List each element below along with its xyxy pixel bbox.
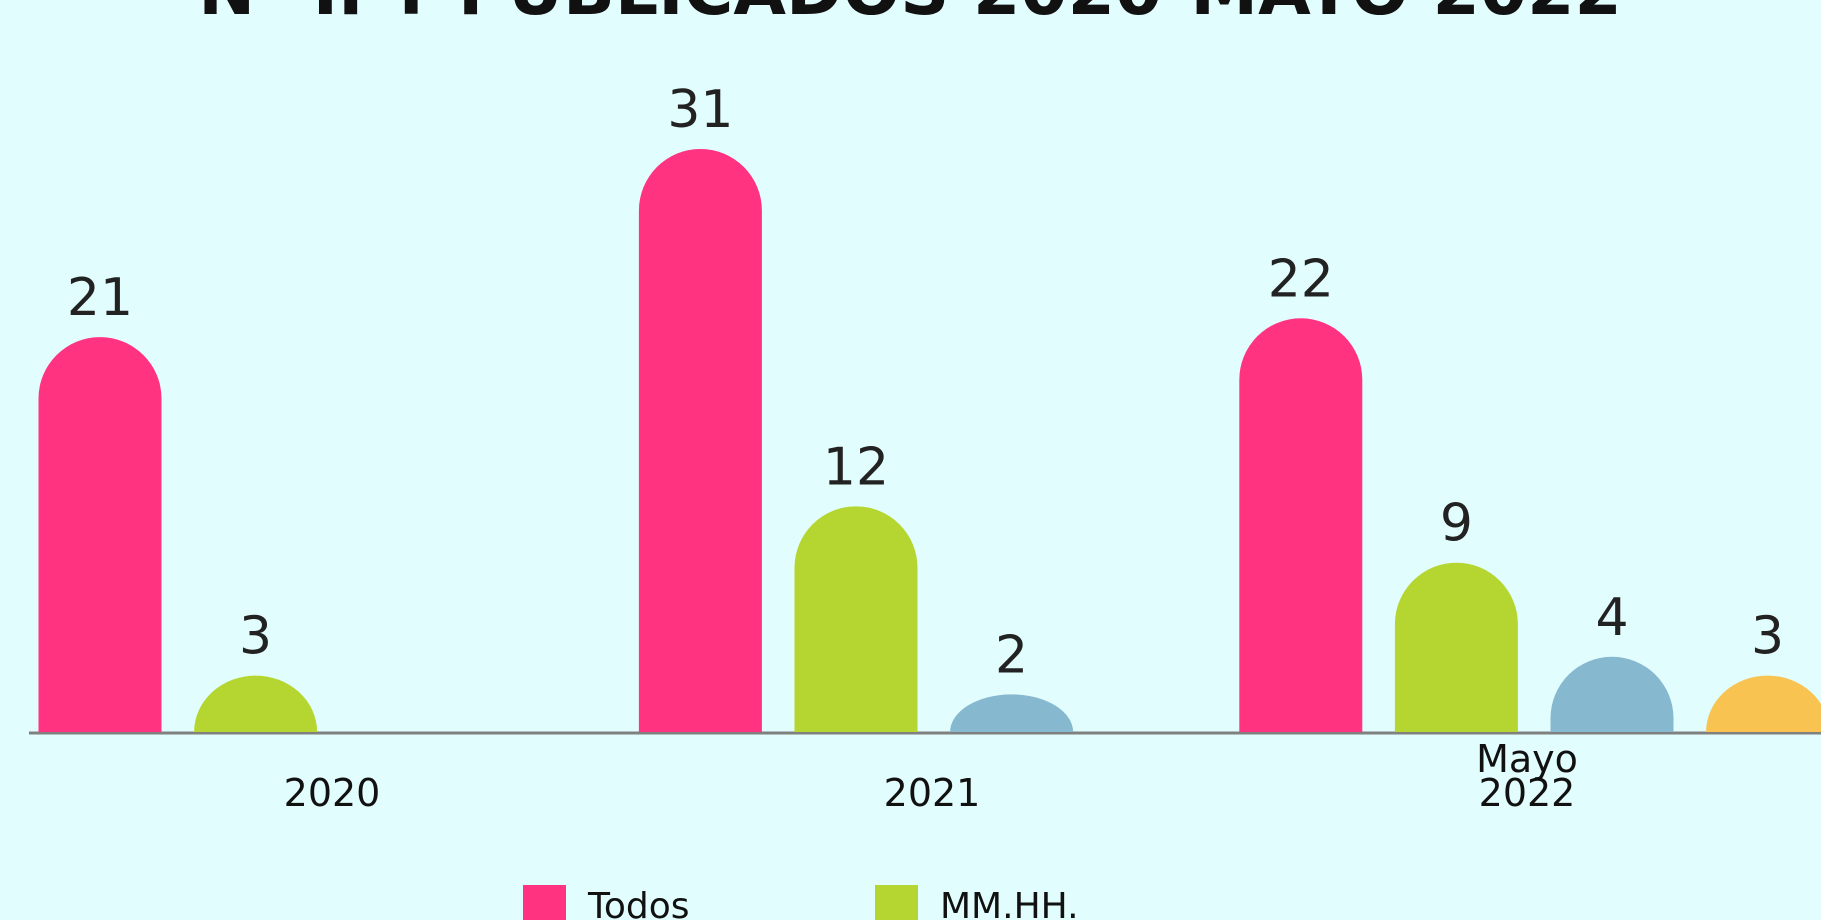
bar <box>194 675 318 732</box>
x-tick-label: 2020 <box>283 771 381 815</box>
data-label: 31 <box>667 80 733 140</box>
bar <box>1394 562 1518 732</box>
bar <box>1550 656 1674 732</box>
bar <box>794 506 918 732</box>
data-label: 4 <box>1595 588 1628 648</box>
x-tick-label: Mayo 2022 <box>1476 737 1578 815</box>
data-label: 3 <box>239 607 272 667</box>
data-label: 21 <box>67 268 133 328</box>
bar <box>38 337 162 732</box>
data-label: 2 <box>995 625 1028 685</box>
bar <box>1706 675 1821 732</box>
data-label: 3 <box>1751 607 1784 667</box>
legend-swatch <box>523 885 566 920</box>
bar <box>1239 318 1363 732</box>
x-tick-label: 2021 <box>883 771 981 815</box>
data-label: 12 <box>823 437 889 497</box>
data-label: 9 <box>1440 494 1473 554</box>
data-label: 22 <box>1268 249 1334 309</box>
legend-swatch <box>875 885 918 920</box>
legend-label: Todos <box>587 886 690 920</box>
bar <box>638 148 762 732</box>
chart-title: N° IPT PUBLICADOS 2020-MAYO 2022 <box>198 0 1622 31</box>
bar <box>950 694 1074 732</box>
legend-label: MM.HH. <box>940 886 1079 920</box>
